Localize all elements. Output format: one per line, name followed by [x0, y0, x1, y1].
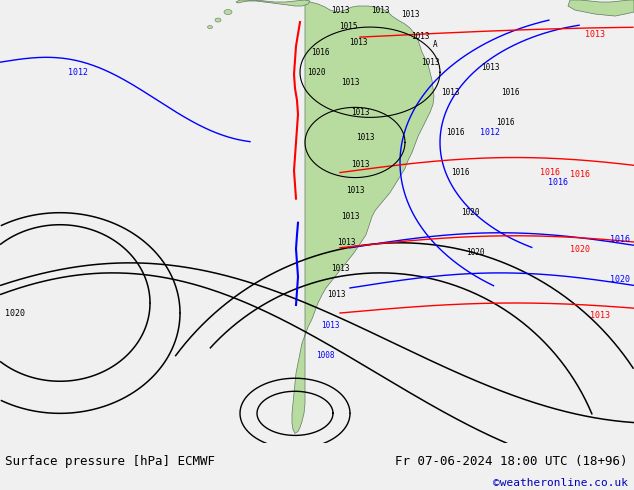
Text: 1020: 1020 — [466, 248, 484, 257]
Text: 1016: 1016 — [610, 235, 630, 245]
Text: 1013: 1013 — [356, 133, 374, 142]
Text: 1020: 1020 — [570, 245, 590, 254]
Text: 1020: 1020 — [461, 208, 479, 217]
Text: 1016: 1016 — [540, 168, 560, 177]
Ellipse shape — [224, 9, 232, 15]
Text: 1013: 1013 — [331, 265, 349, 273]
Text: 1013: 1013 — [421, 58, 439, 67]
Text: Fr 07-06-2024 18:00 UTC (18+96): Fr 07-06-2024 18:00 UTC (18+96) — [395, 455, 628, 467]
Text: 1013: 1013 — [340, 78, 359, 87]
Text: 1013: 1013 — [351, 160, 369, 169]
Text: 1020: 1020 — [610, 275, 630, 284]
Text: 1016: 1016 — [496, 118, 514, 127]
Text: Surface pressure [hPa] ECMWF: Surface pressure [hPa] ECMWF — [5, 455, 215, 467]
Text: 1013: 1013 — [441, 88, 459, 97]
Text: 1013: 1013 — [481, 63, 499, 72]
Polygon shape — [292, 0, 434, 434]
Text: 1013: 1013 — [346, 186, 365, 195]
Polygon shape — [568, 0, 634, 16]
Text: 1008: 1008 — [316, 351, 334, 360]
Text: 1012: 1012 — [68, 68, 88, 77]
Text: 1013: 1013 — [337, 238, 355, 247]
Text: 1013: 1013 — [331, 5, 349, 15]
Text: 1013: 1013 — [590, 311, 610, 319]
Text: 1016: 1016 — [451, 168, 469, 177]
Text: 1013: 1013 — [349, 38, 367, 47]
Ellipse shape — [207, 25, 212, 28]
Text: 1013: 1013 — [351, 108, 369, 117]
Text: 1013: 1013 — [585, 29, 605, 39]
Text: 1016: 1016 — [446, 128, 464, 137]
Text: 1016: 1016 — [570, 170, 590, 179]
Text: 1020: 1020 — [307, 68, 325, 77]
Text: 1016: 1016 — [548, 178, 568, 187]
Text: 1016: 1016 — [501, 88, 519, 97]
Text: 1013: 1013 — [411, 32, 429, 41]
Text: 1020: 1020 — [5, 309, 25, 318]
Text: 1013: 1013 — [327, 291, 346, 299]
Polygon shape — [236, 0, 310, 6]
Text: 1016: 1016 — [311, 48, 329, 57]
Text: 1012: 1012 — [480, 128, 500, 137]
Text: A: A — [432, 40, 437, 49]
Text: ©weatheronline.co.uk: ©weatheronline.co.uk — [493, 478, 628, 488]
Text: 1013: 1013 — [340, 212, 359, 221]
Text: 1015: 1015 — [339, 22, 357, 30]
Ellipse shape — [215, 18, 221, 22]
Text: 1013: 1013 — [371, 5, 389, 15]
Text: 1013: 1013 — [321, 320, 339, 330]
Text: 1013: 1013 — [401, 9, 419, 19]
